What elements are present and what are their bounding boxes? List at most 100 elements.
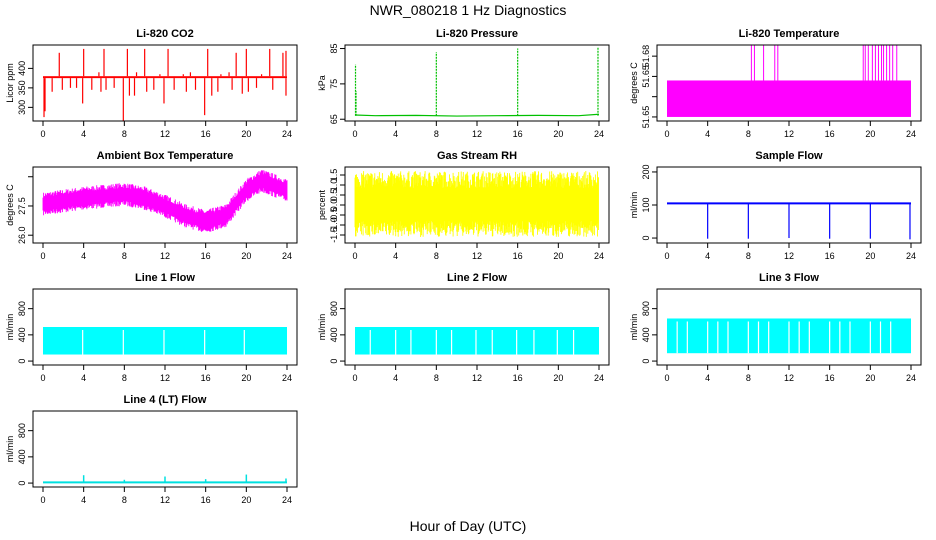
y-axis-label: percent bbox=[317, 189, 327, 220]
x-tick-label: 4 bbox=[705, 251, 710, 261]
y-tick-label: 1.5 bbox=[329, 169, 339, 182]
panel-title: Ambient Box Temperature bbox=[97, 150, 234, 162]
x-tick-label: 0 bbox=[664, 129, 669, 139]
x-tick-label: 16 bbox=[201, 373, 211, 383]
x-tick-label: 24 bbox=[906, 251, 916, 261]
y-tick-label: 800 bbox=[17, 301, 27, 316]
series-4 bbox=[42, 170, 288, 232]
x-tick-label: 8 bbox=[434, 129, 439, 139]
x-tick-label: 8 bbox=[434, 251, 439, 261]
x-tick-label: 24 bbox=[282, 373, 292, 383]
panel-7: Line 1 Flow ml/min 0 4 8 12 16 20 24 0 400 800 bbox=[5, 272, 298, 383]
series-6 bbox=[667, 202, 911, 240]
panel-4: Ambient Box Temperature degrees C 0 4 8 12 16 2… bbox=[5, 150, 298, 261]
x-tick-label: 20 bbox=[865, 373, 875, 383]
panel-9: Line 3 Flow ml/min 0 4 8 12 16 20 24 0 400 800 bbox=[629, 272, 922, 383]
panel-title: Line 1 Flow bbox=[135, 272, 195, 284]
y-tick-label: 100 bbox=[641, 197, 651, 212]
x-tick-label: 0 bbox=[40, 495, 45, 505]
y-tick-label: 0.0 bbox=[329, 199, 339, 212]
x-tick-label: 8 bbox=[122, 495, 127, 505]
x-tick-label: 16 bbox=[513, 129, 523, 139]
y-tick-label: 800 bbox=[329, 301, 339, 316]
y-tick-label: 51.68 bbox=[641, 45, 651, 68]
y-tick-label: 800 bbox=[641, 301, 651, 316]
x-tick-label: 20 bbox=[241, 495, 251, 505]
panel-8: Line 2 Flow ml/min 0 4 8 12 16 20 24 0 400 800 bbox=[317, 272, 610, 383]
panel-frame bbox=[344, 44, 610, 122]
panel-title: Li-820 CO2 bbox=[136, 28, 193, 40]
y-tick-label: 0.5 bbox=[329, 189, 339, 202]
x-tick-label: 12 bbox=[472, 373, 482, 383]
series-3 bbox=[667, 45, 911, 117]
x-tick-label: 0 bbox=[664, 251, 669, 261]
temp-fill bbox=[667, 80, 911, 117]
panel-1: Li-820 CO2 Licor ppm 0 4 8 12 16 20 24 300 350 400 bbox=[5, 28, 298, 139]
x-tick-label: 0 bbox=[352, 373, 357, 383]
rh-trace bbox=[354, 171, 599, 237]
x-tick-label: 12 bbox=[784, 373, 794, 383]
series-8 bbox=[355, 327, 599, 355]
x-tick-label: 0 bbox=[40, 373, 45, 383]
y-tick-label: 0 bbox=[641, 359, 651, 364]
x-tick-label: 24 bbox=[906, 129, 916, 139]
panel-title: Li-820 Temperature bbox=[739, 28, 840, 40]
y-axis-label: Licor ppm bbox=[5, 63, 15, 103]
co2-band bbox=[43, 76, 287, 79]
y-tick-label: 85 bbox=[329, 44, 339, 54]
panel-6: Sample Flow ml/min 0 4 8 12 16 20 24 0 100 200 bbox=[629, 150, 922, 261]
y-tick-label: 400 bbox=[329, 327, 339, 342]
series-10 bbox=[43, 474, 287, 484]
x-tick-label: 4 bbox=[705, 373, 710, 383]
y-tick-label: 400 bbox=[641, 327, 651, 342]
x-tick-label: 0 bbox=[40, 129, 45, 139]
x-tick-label: 4 bbox=[393, 251, 398, 261]
panel-title: Li-820 Pressure bbox=[436, 28, 518, 40]
x-tick-label: 20 bbox=[865, 129, 875, 139]
series-1 bbox=[43, 48, 287, 121]
x-tick-label: 12 bbox=[160, 251, 170, 261]
flow-fill bbox=[43, 327, 287, 355]
x-tick-label: 24 bbox=[906, 373, 916, 383]
figure-x-label: Hour of Day (UTC) bbox=[410, 518, 527, 534]
x-tick-label: 4 bbox=[81, 251, 86, 261]
panel-2: Li-820 Pressure kPa 0 4 8 12 16 20 24 65 75 85 bbox=[317, 28, 610, 139]
x-tick-label: 20 bbox=[241, 129, 251, 139]
x-tick-label: 12 bbox=[160, 129, 170, 139]
panel-title: Sample Flow bbox=[755, 150, 823, 162]
x-tick-label: 16 bbox=[513, 373, 523, 383]
x-tick-label: 16 bbox=[825, 129, 835, 139]
x-tick-label: 4 bbox=[81, 373, 86, 383]
panel-title: Gas Stream RH bbox=[437, 150, 517, 162]
x-tick-label: 4 bbox=[705, 129, 710, 139]
y-axis-label: ml/min bbox=[5, 436, 15, 463]
x-tick-label: 16 bbox=[201, 495, 211, 505]
x-tick-label: 16 bbox=[513, 251, 523, 261]
panel-title: Line 2 Flow bbox=[447, 272, 507, 284]
x-tick-label: 8 bbox=[746, 251, 751, 261]
x-tick-label: 8 bbox=[122, 129, 127, 139]
y-tick-label: 0 bbox=[329, 359, 339, 364]
series-7 bbox=[43, 327, 287, 355]
x-tick-label: 20 bbox=[241, 251, 251, 261]
x-tick-label: 8 bbox=[122, 373, 127, 383]
y-tick-label: 0 bbox=[17, 481, 27, 486]
y-tick-label: 1.0 bbox=[329, 179, 339, 192]
series-9 bbox=[667, 318, 911, 354]
x-tick-label: 12 bbox=[160, 495, 170, 505]
x-tick-label: 12 bbox=[784, 129, 794, 139]
y-axis-label: degrees C bbox=[5, 184, 15, 226]
y-axis-label: kPa bbox=[317, 75, 327, 91]
y-tick-label: 800 bbox=[17, 423, 27, 438]
y-tick-label: 0 bbox=[17, 359, 27, 364]
y-tick-label: 400 bbox=[17, 61, 27, 76]
y-axis-label: ml/min bbox=[629, 192, 639, 219]
x-tick-label: 0 bbox=[40, 251, 45, 261]
panel-title: Line 3 Flow bbox=[759, 272, 819, 284]
x-tick-label: 8 bbox=[746, 129, 751, 139]
y-tick-label: 350 bbox=[17, 80, 27, 95]
x-tick-label: 24 bbox=[594, 251, 604, 261]
series-5 bbox=[354, 171, 599, 237]
